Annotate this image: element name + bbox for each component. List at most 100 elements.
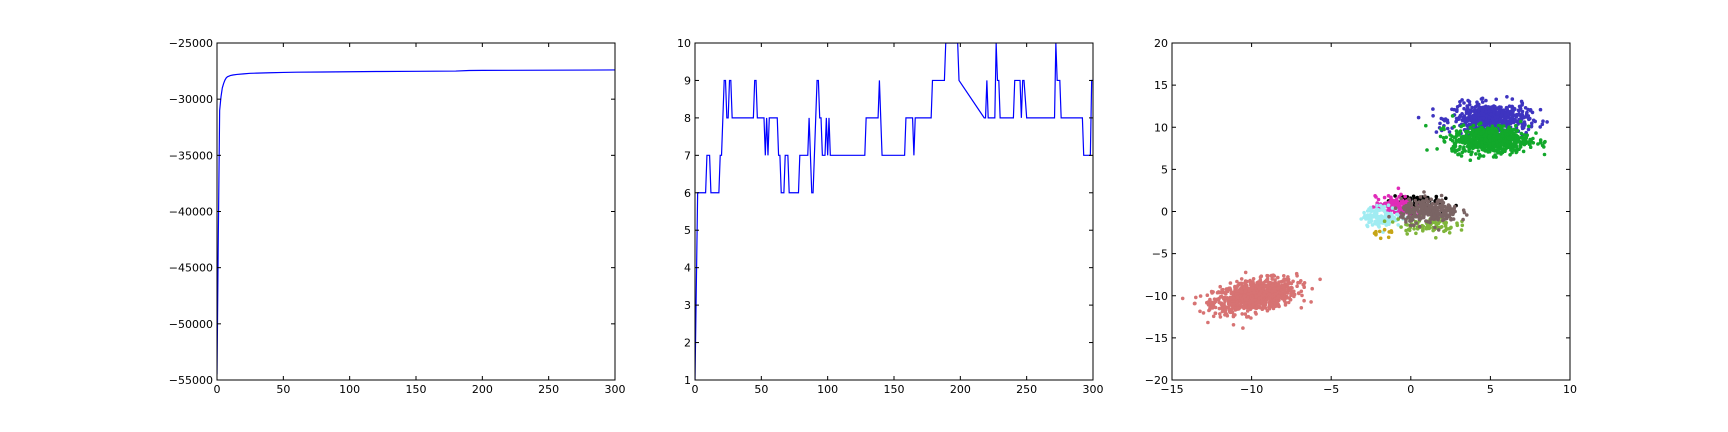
scatter-point: [1416, 206, 1420, 210]
scatter-point: [1248, 300, 1252, 305]
scatter-point: [1470, 150, 1474, 154]
scatter-point: [1253, 298, 1257, 302]
scatter-point: [1253, 306, 1258, 310]
scatter-point: [1517, 140, 1522, 144]
x-tick-label: 150: [884, 383, 905, 396]
scatter-point: [1254, 312, 1258, 316]
scatter-point: [1512, 127, 1517, 132]
scatter-point: [1285, 291, 1290, 295]
scatter-point: [1414, 202, 1419, 207]
scatter-point: [1480, 100, 1485, 104]
scatter-point: [1491, 155, 1496, 159]
scatter-point: [1472, 132, 1477, 137]
scatter-point: [1280, 291, 1284, 295]
scatter-point: [1506, 126, 1511, 131]
scatter-point: [1514, 144, 1519, 149]
scatter-point: [1472, 108, 1477, 113]
scatter-point: [1362, 215, 1366, 220]
scatter-point: [1424, 219, 1428, 223]
scatter-point: [1282, 274, 1286, 278]
scatter-point: [1282, 297, 1287, 302]
y-tick-label: 4: [684, 262, 691, 275]
scatter-point: [1238, 281, 1243, 286]
scatter-point: [1464, 111, 1469, 115]
scatter-point: [1378, 236, 1383, 241]
scatter-point: [1382, 209, 1387, 214]
scatter-point: [1377, 229, 1382, 234]
scatter-point: [1387, 207, 1392, 212]
scatter-point: [1223, 313, 1227, 317]
scatter-point: [1465, 104, 1469, 108]
scatter-point: [1505, 95, 1509, 99]
scatter-point: [1235, 279, 1239, 284]
scatter-point: [1465, 213, 1469, 217]
scatter-point: [1374, 195, 1378, 199]
scatter-point: [1194, 295, 1198, 300]
scatter-point: [1403, 200, 1408, 204]
scatter-point: [1518, 145, 1523, 149]
scatter-point: [1515, 119, 1519, 124]
scatter-point: [1528, 116, 1532, 121]
scatter-point: [1471, 123, 1476, 128]
y-tick-label: −40000: [169, 206, 213, 219]
x-tick-label: −10: [1240, 383, 1263, 396]
scatter-point: [1488, 142, 1492, 147]
scatter-point: [1475, 136, 1479, 141]
scatter-point: [1299, 289, 1304, 294]
scatter-point: [1493, 144, 1497, 149]
scatter-point: [1209, 289, 1214, 294]
scatter-point: [1270, 283, 1275, 288]
scatter-point: [1369, 208, 1374, 213]
scatter-point: [1501, 142, 1505, 146]
scatter-point: [1431, 114, 1435, 118]
scatter-point: [1390, 201, 1394, 205]
x-tick-label: 0: [1407, 383, 1414, 396]
scatter-point: [1417, 224, 1422, 229]
scatter-point: [1471, 135, 1476, 140]
scatter-point: [1403, 194, 1407, 199]
scatter-point: [1231, 290, 1235, 295]
scatter-point: [1438, 204, 1442, 208]
scatter-point: [1511, 110, 1515, 115]
scatter-point: [1459, 124, 1463, 129]
scatter-point: [1425, 148, 1429, 152]
scatter-point: [1264, 278, 1269, 283]
scatter-point: [1490, 129, 1495, 134]
y-tick-label: 5: [684, 224, 691, 237]
scatter-point: [1434, 130, 1439, 134]
scatter-point: [1412, 227, 1416, 231]
scatter-point: [1440, 225, 1444, 229]
scatter-point: [1450, 208, 1455, 213]
scatter-point: [1479, 97, 1484, 101]
y-tick-label: 20: [1154, 37, 1168, 50]
chart-num-clusters: 0 50 100 150 200 250 300 1 2 3 4 5 6 7 8 9 10: [677, 37, 1104, 396]
scatter-point: [1519, 99, 1524, 104]
scatter-point: [1399, 215, 1403, 219]
scatter-point: [1281, 284, 1286, 289]
scatter-point: [1426, 210, 1430, 215]
scatter-point: [1415, 195, 1420, 200]
scatter-point: [1429, 197, 1433, 202]
scatter-point: [1375, 203, 1379, 208]
plot-area: [695, 43, 1093, 380]
scatter-point: [1444, 135, 1448, 140]
scatter-point: [1243, 297, 1247, 301]
y-tick-label: 7: [684, 149, 691, 162]
scatter-point: [1431, 205, 1436, 210]
scatter-point: [1476, 149, 1481, 153]
scatter-point: [1468, 158, 1473, 162]
scatter-point: [1465, 144, 1470, 149]
scatter-point: [1492, 134, 1496, 138]
scatter-point: [1405, 223, 1410, 227]
y-tick-label: 15: [1154, 79, 1168, 92]
scatter-point: [1469, 137, 1473, 142]
scatter-point: [1377, 208, 1382, 213]
scatter-point: [1283, 303, 1288, 307]
scatter-point: [1239, 277, 1244, 281]
scatter-point: [1382, 219, 1387, 223]
scatter-point: [1287, 296, 1292, 300]
scatter-point: [1434, 236, 1438, 240]
scatter-point: [1460, 223, 1465, 228]
scatter-point: [1473, 105, 1478, 109]
scatter-point: [1273, 292, 1278, 296]
